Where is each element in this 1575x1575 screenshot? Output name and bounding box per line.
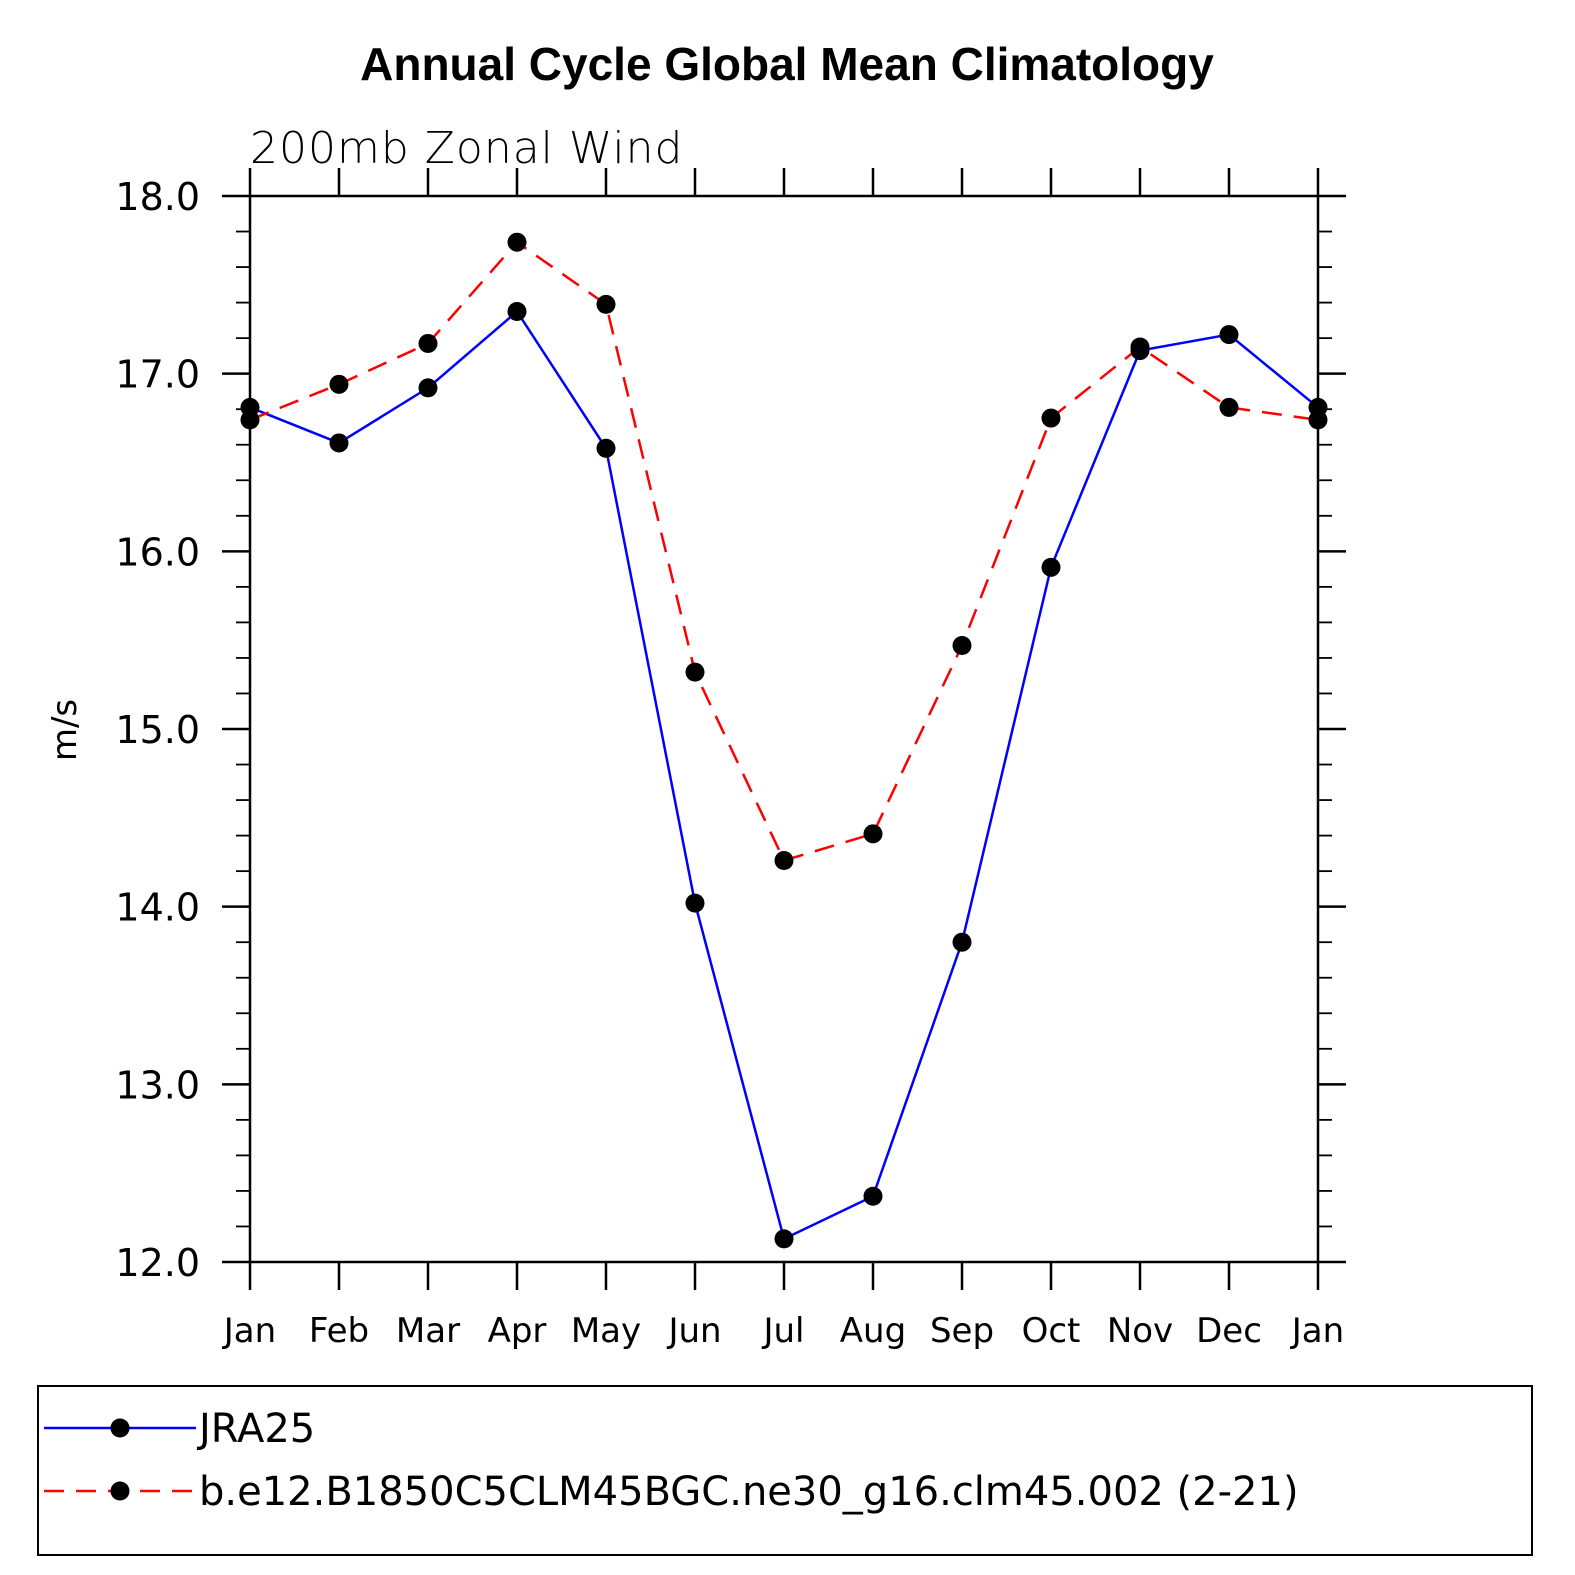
- legend-marker-2: [110, 1481, 130, 1501]
- x-tick-label: Aug: [840, 1311, 906, 1351]
- y-axis-label: m/s: [45, 699, 85, 761]
- series-line-1: [249, 309, 1319, 1241]
- x-tick-label: Sep: [930, 1311, 994, 1351]
- series-2-point: [774, 850, 794, 870]
- series-1-point: [952, 932, 972, 952]
- x-tick-label: Mar: [396, 1311, 460, 1351]
- series-2-point: [1130, 337, 1150, 357]
- series-1-point: [774, 1229, 794, 1249]
- x-tick-label: Oct: [1022, 1311, 1081, 1351]
- y-tick-label: 18.0: [115, 175, 200, 219]
- series-1-point: [507, 301, 527, 321]
- series-2-point: [685, 662, 705, 682]
- x-tick-label: Feb: [309, 1311, 369, 1351]
- x-tick-label: Dec: [1196, 1311, 1262, 1351]
- legend-label-2: b.e12.B1850C5CLM45BGC.ne30_g16.clm45.002…: [199, 1469, 1299, 1515]
- series-1-point: [329, 433, 349, 453]
- series-2-point: [863, 824, 883, 844]
- x-tick-label: Nov: [1107, 1311, 1173, 1351]
- y-tick-label: 16.0: [115, 530, 200, 574]
- x-tick-label: Jan: [222, 1311, 276, 1351]
- legend: JRA25 b.e12.B1850C5CLM45BGC.ne30_g16.clm4…: [37, 1385, 1533, 1556]
- y-tick-labels: 12.0 13.0 14.0 15.0 16.0 17.0 18.0: [115, 175, 200, 1285]
- axis-ticks: [222, 168, 1346, 1290]
- series-1-point: [596, 438, 616, 458]
- series-2-point: [507, 232, 527, 252]
- series-2-point: [418, 333, 438, 353]
- series-1-point: [1219, 325, 1239, 345]
- x-tick-label: Jan: [1290, 1311, 1344, 1351]
- x-tick-labels: Jan Feb Mar Apr May Jun Jul Aug Sep Oct Nov Dec Jan: [222, 1311, 1344, 1351]
- y-tick-label: 12.0: [115, 1241, 200, 1285]
- series-2-point: [952, 635, 972, 655]
- series-2-point: [329, 374, 349, 394]
- series-2-point: [1041, 408, 1061, 428]
- x-tick-label: Jul: [761, 1311, 804, 1351]
- series-1-point: [863, 1186, 883, 1206]
- series-2-point: [596, 294, 616, 314]
- series-2-point: [1219, 397, 1239, 417]
- legend-marker-1: [110, 1418, 130, 1438]
- legend-box: [37, 1385, 1533, 1556]
- x-tick-label: Jun: [666, 1311, 721, 1351]
- series-layer: [240, 232, 1328, 1249]
- x-tick-label: May: [571, 1311, 641, 1351]
- x-tick-label: Apr: [488, 1311, 547, 1351]
- y-tick-label: 13.0: [115, 1063, 200, 1107]
- y-tick-label: 17.0: [115, 353, 200, 397]
- series-1-point: [1041, 557, 1061, 577]
- y-tick-label: 14.0: [115, 886, 200, 930]
- chart-subtitle: 200mb Zonal Wind: [250, 123, 683, 174]
- series-1-point: [685, 893, 705, 913]
- series-line-2: [249, 240, 1319, 862]
- plot-frame: [248, 194, 1320, 1264]
- y-tick-label: 15.0: [115, 708, 200, 752]
- legend-label-1: JRA25: [196, 1406, 315, 1452]
- chart-title: Annual Cycle Global Mean Climatology: [360, 38, 1214, 90]
- series-1-point: [418, 378, 438, 398]
